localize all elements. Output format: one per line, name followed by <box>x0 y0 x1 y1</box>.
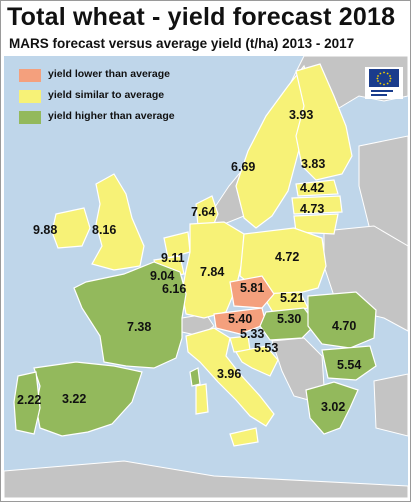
value-label-luxembourg: 6.16 <box>162 282 186 296</box>
czechia-region <box>229 275 275 309</box>
legend-label-similar: yield similar to average <box>48 89 165 101</box>
north-africa-region <box>4 460 408 498</box>
estonia-region <box>295 179 339 197</box>
value-label-germany: 7.84 <box>200 265 224 279</box>
eu-logo <box>365 67 403 99</box>
value-label-bulgaria: 5.54 <box>337 358 361 372</box>
value-label-spain: 3.22 <box>62 392 86 406</box>
hungary-region <box>259 307 317 341</box>
value-label-sweden: 6.69 <box>231 160 255 174</box>
value-label-estonia: 3.83 <box>301 157 325 171</box>
europe-map: 3.93 6.69 3.83 4.42 4.73 7.64 9.88 8.16 … <box>4 56 408 498</box>
value-label-italy: 3.96 <box>217 367 241 381</box>
austria-region <box>213 307 267 335</box>
map-title: Total wheat - yield forecast 2018 <box>7 3 396 31</box>
sardinia-region <box>195 383 209 415</box>
value-label-denmark: 7.64 <box>191 205 215 219</box>
bulgaria-region <box>321 345 377 381</box>
legend-swatch-lower <box>19 69 41 82</box>
legend-swatch-higher <box>19 111 41 124</box>
latvia-region <box>291 195 343 215</box>
value-label-hungary: 5.30 <box>277 312 301 326</box>
portugal-region <box>13 371 41 435</box>
value-label-czechia: 5.81 <box>240 281 264 295</box>
legend-swatch-similar <box>19 90 41 103</box>
corsica-region <box>189 367 201 387</box>
value-label-finland: 3.93 <box>289 108 313 122</box>
uk-region <box>91 173 145 271</box>
romania-region <box>307 291 377 349</box>
sicily-region <box>229 427 259 447</box>
value-label-slovenia: 5.33 <box>240 327 264 341</box>
value-label-romania: 4.70 <box>332 319 356 333</box>
ireland-region <box>51 207 91 249</box>
value-label-greece: 3.02 <box>321 400 345 414</box>
finland-region <box>295 63 353 181</box>
legend-label-lower: yield lower than average <box>48 68 170 80</box>
italy-region <box>185 327 275 427</box>
value-label-portugal: 2.22 <box>17 393 41 407</box>
map-subtitle: MARS forecast versus average yield (t/ha… <box>9 36 355 51</box>
value-label-netherlands: 9.11 <box>161 251 185 265</box>
value-label-poland: 4.72 <box>275 250 299 264</box>
lithuania-region <box>293 213 339 235</box>
value-label-slovakia: 5.21 <box>280 291 304 305</box>
france-region <box>73 261 187 369</box>
croatia-region <box>235 345 279 377</box>
greece-region <box>305 381 359 435</box>
value-label-croatia: 5.53 <box>254 341 278 355</box>
eu-flag-icon <box>369 69 399 96</box>
denmark-region <box>195 195 219 229</box>
value-label-austria: 5.40 <box>228 312 252 326</box>
ukraine-belarus-region <box>323 225 408 332</box>
value-label-belgium: 9.04 <box>150 269 174 283</box>
value-label-latvia: 4.42 <box>300 181 324 195</box>
value-label-france: 7.38 <box>127 320 151 334</box>
value-label-ireland: 9.88 <box>33 223 57 237</box>
turkey-region <box>373 373 408 437</box>
legend-label-higher: yield higher than average <box>48 110 175 122</box>
value-label-lithuania: 4.73 <box>300 202 324 216</box>
value-label-uk: 8.16 <box>92 223 116 237</box>
